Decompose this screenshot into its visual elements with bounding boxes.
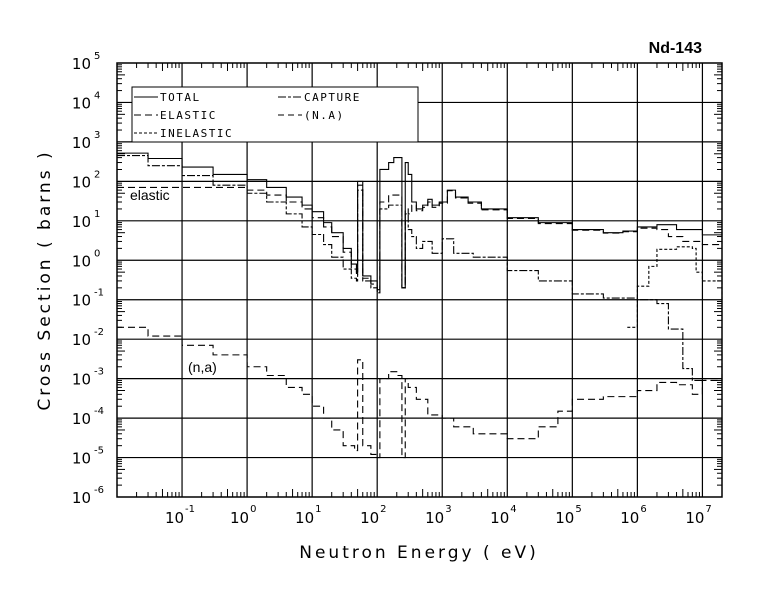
x-tick-label: 10 — [620, 509, 639, 527]
series-capture — [117, 155, 707, 381]
y-tick-label: 10 — [72, 371, 91, 389]
y-tick-exponent: 1 — [94, 209, 100, 220]
x-tick-exponent: 7 — [705, 504, 711, 515]
y-tick-exponent: -2 — [94, 327, 104, 338]
series-group — [117, 152, 723, 459]
y-tick-exponent: 2 — [94, 169, 100, 180]
x-tick-exponent: 1 — [315, 504, 321, 515]
x-tick-label: 10 — [360, 509, 379, 527]
y-tick-label: 10 — [72, 450, 91, 468]
y-tick-label: 10 — [72, 292, 91, 310]
y-tick-label: 10 — [72, 331, 91, 349]
legend-label-capture: CAPTURE — [304, 91, 361, 104]
legend-label-total: TOTAL — [160, 91, 201, 104]
x-tick-exponent: 4 — [510, 504, 516, 515]
x-tick-exponent: 2 — [380, 504, 386, 515]
annotation-elastic: elastic — [130, 187, 170, 203]
legend: TOTAL ELASTIC INELASTIC CAPTURE (N.A) — [131, 86, 419, 143]
ticks — [117, 63, 723, 497]
x-tick-label: 10 — [295, 509, 314, 527]
legend-label-inelastic: INELASTIC — [160, 127, 233, 140]
x-tick-label: 10 — [490, 509, 509, 527]
y-tick-label: 10 — [72, 94, 91, 112]
y-tick-label: 10 — [72, 55, 91, 73]
y-tick-label: 10 — [72, 410, 91, 428]
x-tick-labels: 10 -1 10 0 10 1 10 2 10 3 10 4 10 5 10 6 10 7 — [165, 504, 712, 527]
plot-frame — [116, 62, 723, 498]
chart-title: Nd-143 — [649, 40, 702, 57]
x-tick-exponent: 5 — [575, 504, 581, 515]
y-tick-exponent: -5 — [94, 446, 104, 457]
y-tick-label: 10 — [72, 134, 91, 152]
legend-label-elastic: ELASTIC — [160, 109, 217, 122]
y-tick-exponent: -4 — [94, 406, 104, 417]
y-tick-label: 10 — [72, 489, 91, 507]
x-tick-label: 10 — [165, 509, 184, 527]
x-tick-exponent: 0 — [250, 504, 256, 515]
series-na — [117, 326, 723, 459]
x-tick-exponent: 3 — [445, 504, 451, 515]
y-tick-label: 10 — [72, 213, 91, 231]
x-tick-label: 10 — [685, 509, 704, 527]
y-tick-exponent: -1 — [94, 288, 104, 299]
y-tick-exponent: 5 — [94, 51, 100, 62]
x-tick-exponent: -1 — [185, 504, 195, 515]
legend-box — [131, 86, 419, 143]
y-axis-label: Cross Section ( barns ) — [35, 149, 55, 410]
x-axis-label: Neutron Energy ( eV) — [299, 543, 539, 563]
y-tick-label: 10 — [72, 252, 91, 270]
y-tick-exponent: -3 — [94, 367, 104, 378]
y-tick-exponent: -6 — [94, 485, 104, 496]
y-tick-exponent: 0 — [94, 248, 100, 259]
annotation-na: (n,a) — [188, 359, 217, 375]
x-tick-exponent: 6 — [640, 504, 646, 515]
x-tick-label: 10 — [230, 509, 249, 527]
y-tick-label: 10 — [72, 173, 91, 191]
y-tick-exponent: 4 — [94, 90, 100, 101]
legend-label-na: (N.A) — [304, 109, 345, 122]
y-tick-exponent: 3 — [94, 130, 100, 141]
x-tick-label: 10 — [425, 509, 444, 527]
x-tick-label: 10 — [555, 509, 574, 527]
